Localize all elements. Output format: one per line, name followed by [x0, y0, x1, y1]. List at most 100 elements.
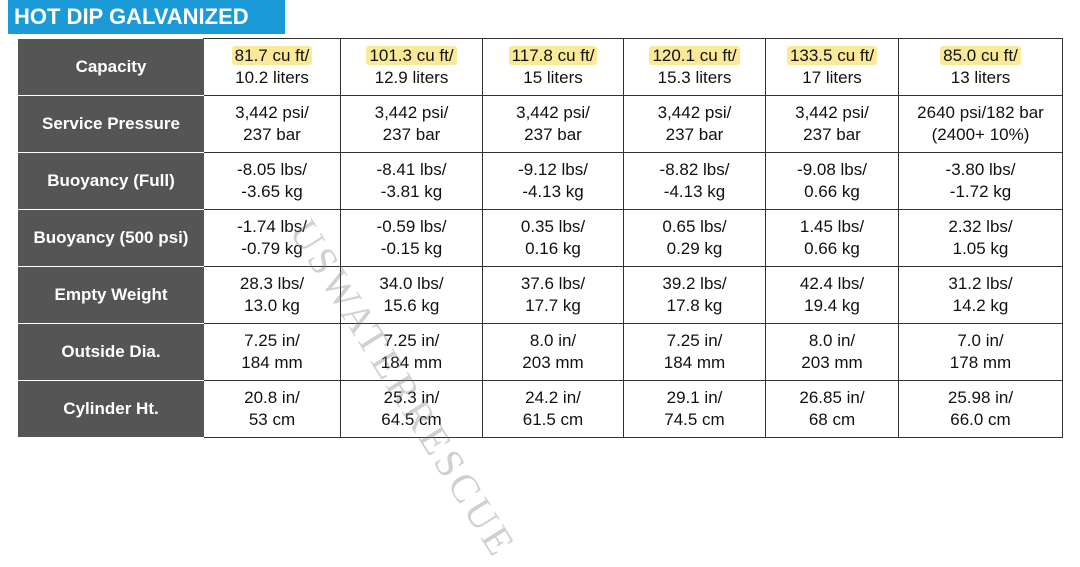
cell-line: 85.0 cu ft/ — [899, 45, 1062, 67]
cell-line: 13.0 kg — [204, 295, 340, 317]
cell-text: 203 mm — [801, 353, 863, 372]
table-cell: -0.59 lbs/ -0.15 kg — [340, 209, 483, 267]
cell-line: 3,442 psi/ — [483, 102, 623, 124]
cell-line: 31.2 lbs/ — [899, 273, 1062, 295]
cell-text: 25.98 in/ — [947, 388, 1014, 407]
cell-line: 34.0 lbs/ — [341, 273, 482, 295]
cell-line: 237 bar — [341, 124, 482, 146]
cell-text: 28.3 lbs/ — [239, 274, 305, 293]
cell-text: -0.79 kg — [241, 239, 303, 258]
row-header: Capacity — [18, 38, 204, 96]
cell-text: 0.35 lbs/ — [520, 217, 586, 236]
table-cell: 1.45 lbs/0.66 kg — [765, 209, 899, 267]
cell-line: 53 cm — [204, 409, 340, 431]
cell-line: 184 mm — [624, 352, 765, 374]
cell-text: 34.0 lbs/ — [379, 274, 444, 293]
table-cell: 3,442 psi/237 bar — [203, 95, 341, 153]
cell-line: 12.9 liters — [341, 67, 482, 89]
cell-text: -3.65 kg — [241, 182, 303, 201]
cell-text: 3,442 psi/ — [657, 103, 732, 122]
cell-text: -1.74 lbs/ — [237, 217, 307, 236]
cell-text: 19.4 kg — [804, 296, 860, 315]
table-cell: 24.2 in/61.5 cm — [482, 380, 624, 438]
cell-line: -3.80 lbs/ — [899, 159, 1062, 181]
cell-line: (2400+ 10%) — [899, 124, 1062, 146]
table-body: Capacity 81.7 cu ft/10.2 liters 101.3 cu f… — [18, 38, 1063, 438]
cell-text: 0.16 kg — [525, 239, 581, 258]
cell-text: 1.05 kg — [952, 239, 1009, 258]
cell-text: 24.2 in/ — [525, 388, 581, 407]
cell-line: 237 bar — [204, 124, 340, 146]
cell-text: 64.5 cm — [381, 410, 442, 429]
cell-line: 42.4 lbs/ — [766, 273, 898, 295]
table-cell: 28.3 lbs/13.0 kg — [203, 266, 341, 324]
table-cell: 3,442 psi/237 bar — [765, 95, 899, 153]
cell-line: 7.25 in/ — [624, 330, 765, 352]
cell-line: 28.3 lbs/ — [204, 273, 340, 295]
cell-line: 120.1 cu ft/ — [624, 45, 765, 67]
cell-text: 31.2 lbs/ — [948, 274, 1013, 293]
cell-line: 25.98 in/ — [899, 387, 1062, 409]
cell-text: 12.9 liters — [374, 68, 449, 87]
cell-line: 3,442 psi/ — [341, 102, 482, 124]
cell-line: 61.5 cm — [483, 409, 623, 431]
cell-text: 15.3 liters — [657, 68, 732, 87]
table-cell: -1.74 lbs/ -0.79 kg — [203, 209, 341, 267]
cell-line: 1.05 kg — [899, 238, 1062, 260]
cell-text: 101.3 cu ft/ — [366, 46, 457, 65]
table-cell: 133.5 cu ft/17 liters — [765, 38, 899, 96]
cell-line: -4.13 kg — [624, 181, 765, 203]
cell-text: 117.8 cu ft/ — [508, 46, 598, 65]
cell-text: 13 liters — [950, 68, 1011, 87]
cell-line: 24.2 in/ — [483, 387, 623, 409]
cell-text: 15 liters — [523, 68, 583, 87]
cell-line: 66.0 cm — [899, 409, 1062, 431]
cell-text: 14.2 kg — [952, 296, 1009, 315]
table-cell: 29.1 in/74.5 cm — [623, 380, 766, 438]
cell-line: 29.1 in/ — [624, 387, 765, 409]
cell-line: 1.45 lbs/ — [766, 216, 898, 238]
cell-line: 184 mm — [204, 352, 340, 374]
cell-text: 237 bar — [803, 125, 861, 144]
cell-line: 37.6 lbs/ — [483, 273, 623, 295]
table-row: Service Pressure 3,442 psi/237 bar 3,442 p… — [18, 95, 1063, 153]
cell-line: 14.2 kg — [899, 295, 1062, 317]
cell-line: 15.6 kg — [341, 295, 482, 317]
table-cell: 8.0 in/203 mm — [482, 323, 624, 381]
cell-text: 8.0 in/ — [808, 331, 856, 350]
cell-line: 15.3 liters — [624, 67, 765, 89]
spec-table: Capacity 81.7 cu ft/10.2 liters 101.3 cu f… — [18, 38, 1063, 438]
cell-text: 17 liters — [802, 68, 862, 87]
cell-line: 17.7 kg — [483, 295, 623, 317]
cell-text: 53 cm — [248, 410, 296, 429]
table-cell: 101.3 cu ft/12.9 liters — [340, 38, 483, 96]
table-cell: 3,442 psi/237 bar — [623, 95, 766, 153]
cell-line: -0.79 kg — [204, 238, 340, 260]
cell-text: 17.7 kg — [525, 296, 581, 315]
table-cell: 34.0 lbs/15.6 kg — [340, 266, 483, 324]
cell-text: 10.2 liters — [235, 68, 309, 87]
cell-line: 15 liters — [483, 67, 623, 89]
cell-text: 0.29 kg — [666, 239, 723, 258]
row-header: Buoyancy (Full) — [18, 152, 204, 210]
table-cell: 3,442 psi/237 bar — [340, 95, 483, 153]
cell-line: -9.08 lbs/ — [766, 159, 898, 181]
cell-line: 25.3 in/ — [341, 387, 482, 409]
cell-line: 7.25 in/ — [204, 330, 340, 352]
table-cell: 2640 psi/182 bar (2400+ 10%) — [898, 95, 1063, 153]
table-cell: 8.0 in/203 mm — [765, 323, 899, 381]
cell-text: -9.12 lbs/ — [518, 160, 588, 179]
cell-line: 133.5 cu ft/ — [766, 45, 898, 67]
cell-line: 20.8 in/ — [204, 387, 340, 409]
cell-text: 184 mm — [663, 353, 726, 372]
cell-text: 203 mm — [522, 353, 584, 372]
cell-line: 203 mm — [766, 352, 898, 374]
cell-line: 10.2 liters — [204, 67, 340, 89]
table-row: Buoyancy (500 psi) -1.74 lbs/ -0.79 kg -0.5… — [18, 209, 1063, 267]
table-cell: 25.3 in/64.5 cm — [340, 380, 483, 438]
table-cell: 37.6 lbs/17.7 kg — [482, 266, 624, 324]
cell-line: 237 bar — [483, 124, 623, 146]
cell-text: 3,442 psi/ — [235, 103, 309, 122]
cell-text: 0.66 kg — [804, 239, 860, 258]
table-cell: 7.25 in/184 mm — [623, 323, 766, 381]
